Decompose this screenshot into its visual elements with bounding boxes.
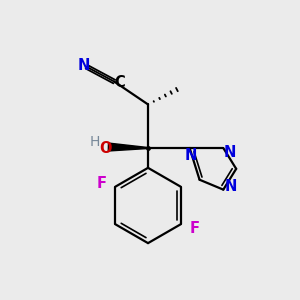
Text: O: O (99, 140, 112, 155)
Text: N: N (184, 148, 197, 164)
Text: N: N (225, 179, 237, 194)
Text: N: N (224, 146, 236, 160)
Text: H: H (89, 135, 100, 149)
Text: F: F (97, 176, 106, 191)
Polygon shape (108, 143, 148, 151)
Text: C: C (114, 75, 125, 90)
Text: N: N (77, 58, 90, 73)
Text: F: F (190, 221, 200, 236)
